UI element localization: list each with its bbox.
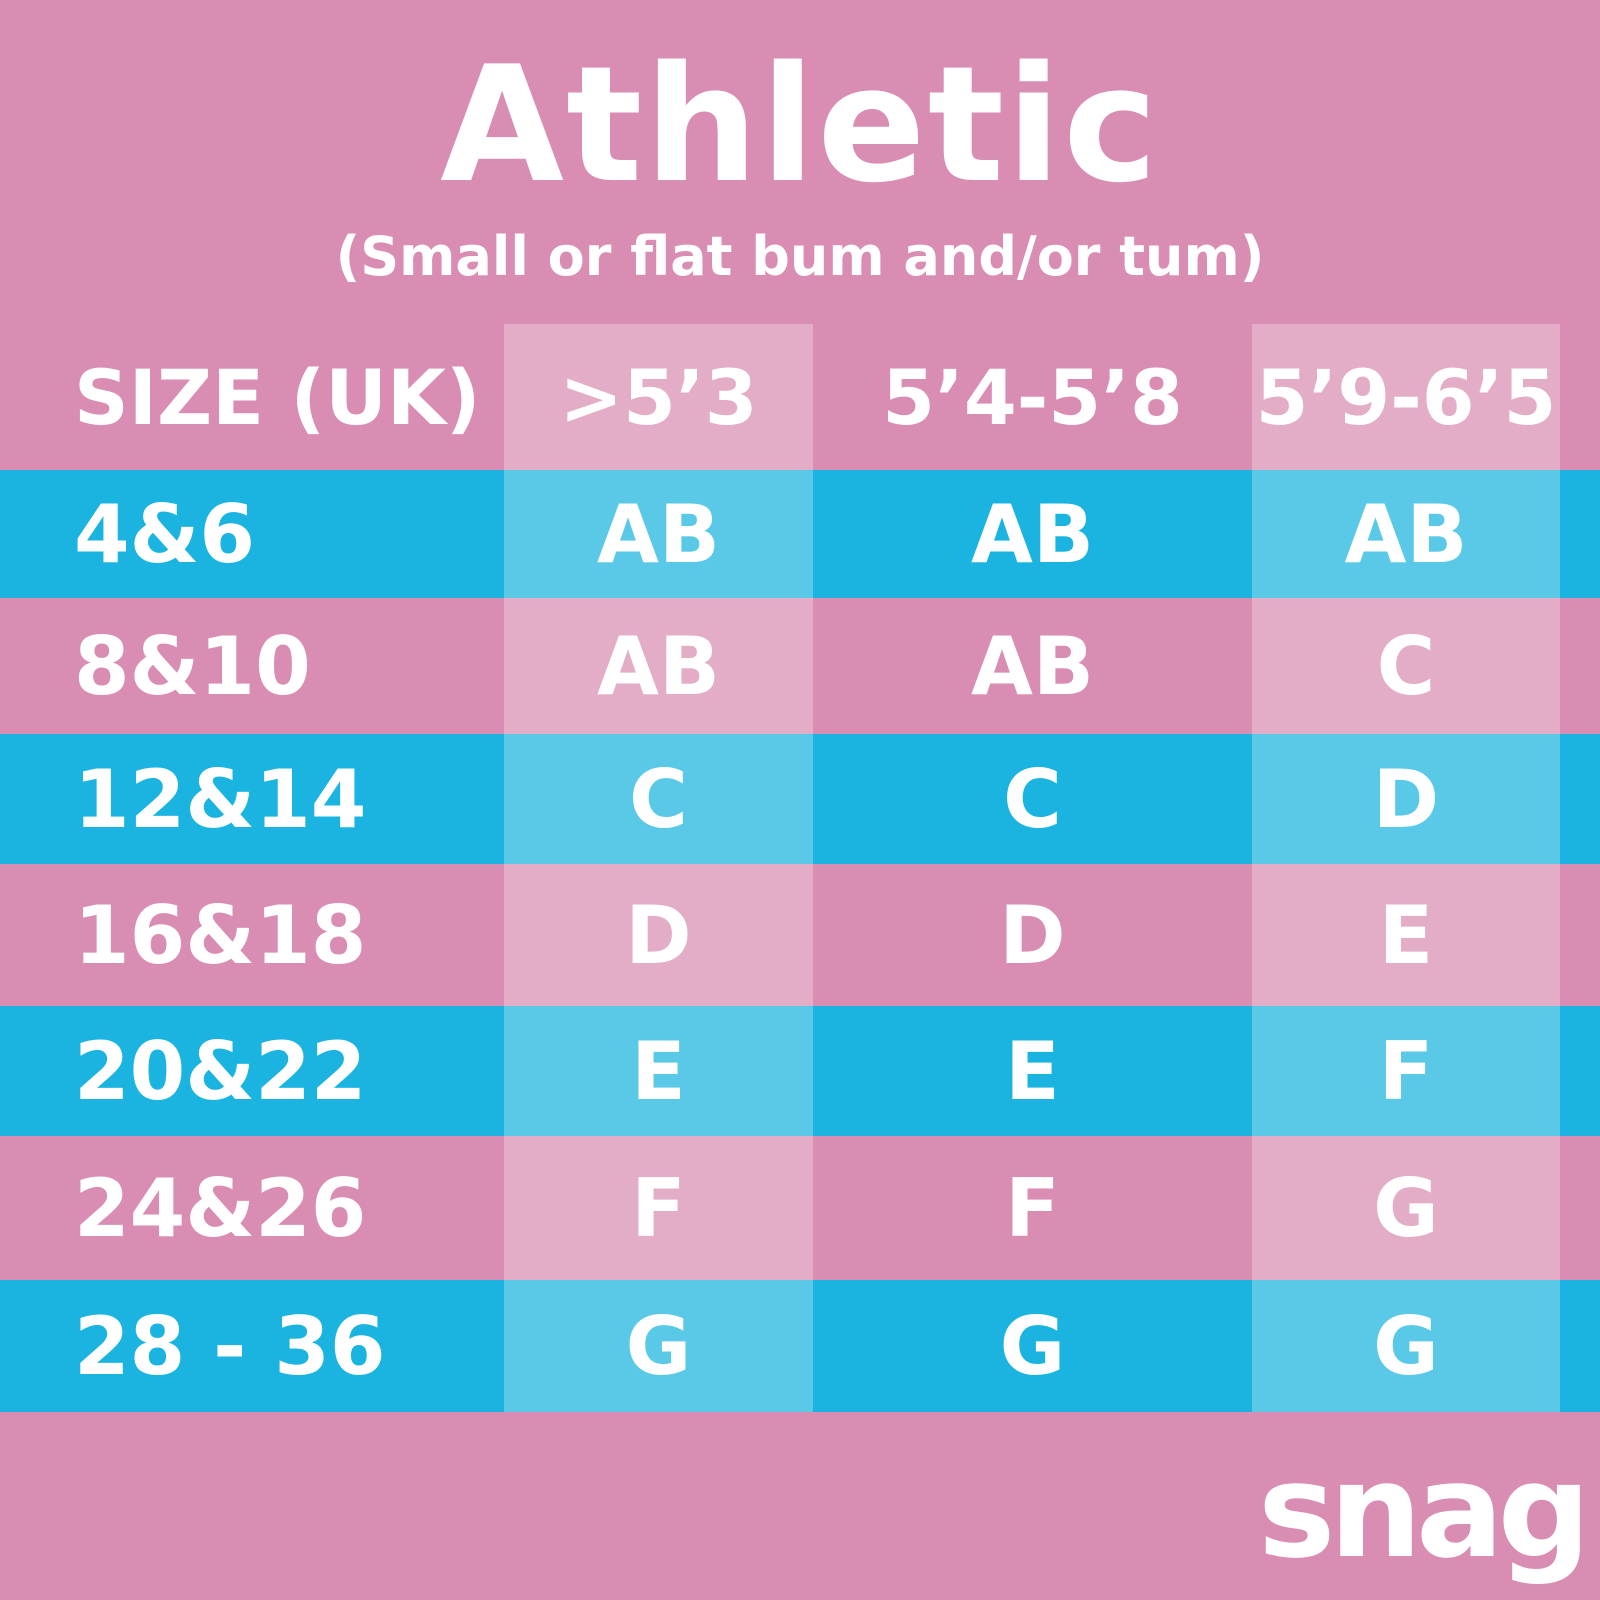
cup-cell: F — [1005, 1161, 1060, 1255]
cup-cell: AB — [971, 487, 1094, 581]
cup-cell: C — [629, 752, 688, 846]
table-row: 8&10 AB AB C — [0, 598, 1600, 734]
cup-cell: D — [625, 888, 692, 982]
cup-cell: AB — [1344, 487, 1468, 581]
size-cell: 8&10 — [74, 619, 311, 713]
table-row: 24&26 F F G — [0, 1136, 1600, 1280]
table-row: 28 - 36 G G G — [0, 1280, 1600, 1412]
cup-cell: F — [1378, 1024, 1434, 1118]
cup-cell: G — [999, 1299, 1066, 1393]
size-cell: 16&18 — [74, 888, 367, 982]
table-row: 20&22 E E F — [0, 1006, 1600, 1136]
table-row: 12&14 C C D — [0, 734, 1600, 864]
cup-cell: AB — [971, 619, 1094, 713]
cup-cell: E — [631, 1024, 686, 1118]
size-cell: 28 - 36 — [74, 1299, 386, 1393]
cup-cell: AB — [597, 487, 720, 581]
table-header-row: SIZE (UK) >5’3 5’4-5’8 5’9-6’5 — [0, 324, 1600, 470]
height-column-header: 5’9-6’5 — [1255, 352, 1557, 442]
page-title: Athletic — [440, 31, 1160, 218]
cup-cell: F — [631, 1161, 686, 1255]
table-row: 16&18 D D E — [0, 864, 1600, 1006]
page-subtitle: (Small or flat bum and/or tum) — [335, 225, 1265, 288]
table-row: 4&6 AB AB AB — [0, 470, 1600, 598]
size-cell: 12&14 — [74, 752, 367, 846]
size-column-header: SIZE (UK) — [74, 352, 481, 442]
cup-cell: G — [625, 1299, 692, 1393]
cup-cell: C — [1003, 752, 1062, 846]
cup-cell: D — [1372, 752, 1440, 846]
height-column-header: >5’3 — [559, 352, 758, 442]
cup-cell: AB — [597, 619, 720, 713]
brand-logo: snag — [1258, 1435, 1591, 1587]
size-cell: 20&22 — [74, 1024, 367, 1118]
cup-cell: D — [999, 888, 1066, 982]
height-column-header: 5’4-5’8 — [882, 352, 1183, 442]
column-highlight — [1252, 324, 1560, 1412]
cup-cell: G — [1373, 1299, 1439, 1393]
cup-cell: E — [1378, 888, 1434, 982]
size-cell: 24&26 — [74, 1161, 367, 1255]
cup-cell: E — [1005, 1024, 1060, 1118]
column-highlight — [504, 324, 813, 1412]
cup-cell: G — [1373, 1161, 1439, 1255]
cup-cell: C — [1376, 619, 1436, 713]
size-cell: 4&6 — [74, 487, 256, 581]
